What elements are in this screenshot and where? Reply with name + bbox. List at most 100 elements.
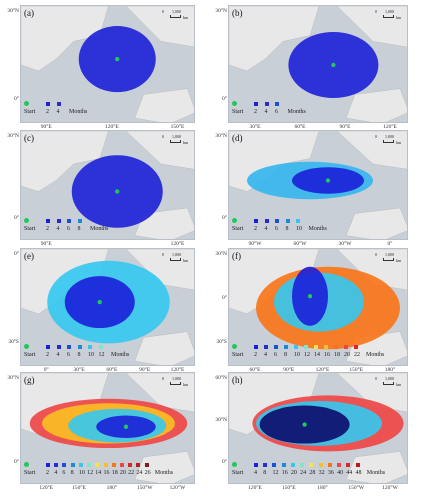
legend-month: 12: [98, 352, 105, 358]
start-label: Start: [24, 109, 36, 115]
legend: Start 2 4 6 8 Months: [24, 218, 193, 236]
legend-month: 8: [285, 226, 289, 232]
longitude-label: 60°E: [106, 367, 118, 373]
map-area: (a) 0 1,000 km Start 2 4 Months: [20, 5, 195, 123]
legend-swatch: [263, 463, 268, 467]
longitude-label: 120°E: [315, 367, 330, 373]
panel-label: (f): [232, 251, 241, 261]
map-drawing: [21, 249, 194, 365]
longitude-label: 90°E: [40, 241, 52, 247]
scale-value: 1,000: [172, 134, 181, 139]
legend-swatch: [318, 463, 323, 467]
latitude-label: 0°: [14, 96, 19, 103]
legend-swatch: [56, 219, 61, 223]
panel-label: (e): [24, 251, 34, 261]
legend-month: 6: [274, 352, 277, 358]
legend-month: 18: [334, 352, 340, 358]
months-label: Months: [366, 470, 386, 476]
land-shape: [229, 6, 320, 72]
legend-swatch: [314, 345, 318, 349]
scale-bar: 0 1,000 km: [373, 134, 403, 148]
legend: Start 2 4 6 8 10 Months: [232, 218, 406, 236]
legend: Start 4 8 12 16 20 24 28 32 36 40 44 48 Months: [232, 462, 406, 480]
legend-swatch: [274, 345, 278, 349]
legend-month: 8: [263, 470, 267, 476]
latitude-label: 0°: [222, 295, 227, 302]
legend-month: 44: [346, 470, 353, 476]
scale-value: 1,000: [385, 376, 394, 381]
panel-label: (a): [24, 8, 34, 18]
legend-swatch: [346, 463, 351, 467]
legend-month: 18: [111, 470, 118, 476]
map-drawing: [229, 373, 407, 483]
months-label: Months: [69, 109, 88, 115]
legend-swatch: [67, 345, 71, 349]
scale-unit: km: [396, 140, 402, 145]
legend-swatch: [70, 463, 75, 467]
scale-unit: km: [396, 15, 402, 20]
legend-month: 10: [78, 470, 85, 476]
legend-swatch: [327, 463, 332, 467]
legend-swatch: [46, 463, 50, 467]
legend-month: 16: [103, 470, 110, 476]
legend-swatch: [272, 463, 277, 467]
legend-swatch: [264, 345, 268, 349]
legend-month: 2: [46, 470, 49, 476]
longitude-label: 150°E: [349, 367, 364, 373]
longitude-label: 120°W: [382, 485, 398, 491]
panel-label: (b): [232, 8, 243, 18]
legend-swatch: [285, 219, 290, 223]
scale-unit: km: [183, 382, 189, 387]
legend-swatch: [355, 463, 360, 467]
scale-unit: km: [183, 15, 189, 20]
panel-label: (d): [232, 133, 243, 143]
scale-line: [383, 382, 394, 385]
longitude-label: 150°E: [281, 485, 296, 491]
legend-swatch: [56, 102, 61, 106]
legend-swatch: [264, 102, 269, 106]
map-drawing: [21, 131, 194, 239]
land-shape: [345, 207, 407, 239]
map-area: (h) 0 1,000 km Start 4 8 12 16 20 24 28 32 36 40 44 48 Mo…: [228, 372, 408, 484]
legend-swatch: [275, 219, 279, 223]
land-shape: [125, 131, 194, 170]
scale-line: [170, 382, 181, 385]
scale-line: [170, 140, 181, 143]
legend-swatch: [309, 463, 314, 467]
legend-month: 16: [281, 470, 288, 476]
legend-swatch: [284, 345, 288, 349]
land-shape: [336, 249, 407, 291]
legend-swatch: [54, 463, 59, 467]
latitude-label: 30°N: [215, 416, 227, 423]
legend-swatch: [294, 345, 298, 349]
longitude-label: 180°: [317, 485, 328, 491]
legend-month: 20: [290, 470, 297, 476]
land-shape: [134, 451, 194, 483]
scale-zero: 0: [375, 376, 377, 381]
legend-month: 14: [95, 470, 102, 476]
scale-value: 1,000: [172, 376, 181, 381]
map-drawing: [21, 373, 194, 483]
legend-swatch: [254, 345, 258, 349]
latitude-label: 30°N: [7, 132, 19, 139]
legend-month: 4: [264, 109, 268, 115]
longitude-label: 120°E: [248, 485, 262, 491]
legend-month: 12: [272, 470, 279, 476]
scale-bar: 0 1,000 km: [160, 134, 190, 148]
legend-swatch: [136, 463, 141, 467]
land-shape: [125, 249, 194, 291]
legend-swatch: [354, 345, 358, 349]
latitude-label: 0°: [222, 458, 227, 465]
land-shape: [336, 131, 407, 170]
legend-swatch: [275, 102, 279, 106]
legend-swatch: [254, 463, 258, 467]
legend-swatch: [111, 463, 116, 467]
legend-month: 4: [264, 352, 267, 358]
start-label: Start: [232, 470, 244, 476]
scale-value: 1,000: [385, 134, 394, 139]
longitude-label: 150°E: [170, 124, 185, 130]
legend-swatch: [337, 463, 342, 467]
legend-swatch: [290, 463, 295, 467]
longitude-label: 120°E: [383, 124, 397, 130]
map-drawing: [229, 249, 407, 365]
